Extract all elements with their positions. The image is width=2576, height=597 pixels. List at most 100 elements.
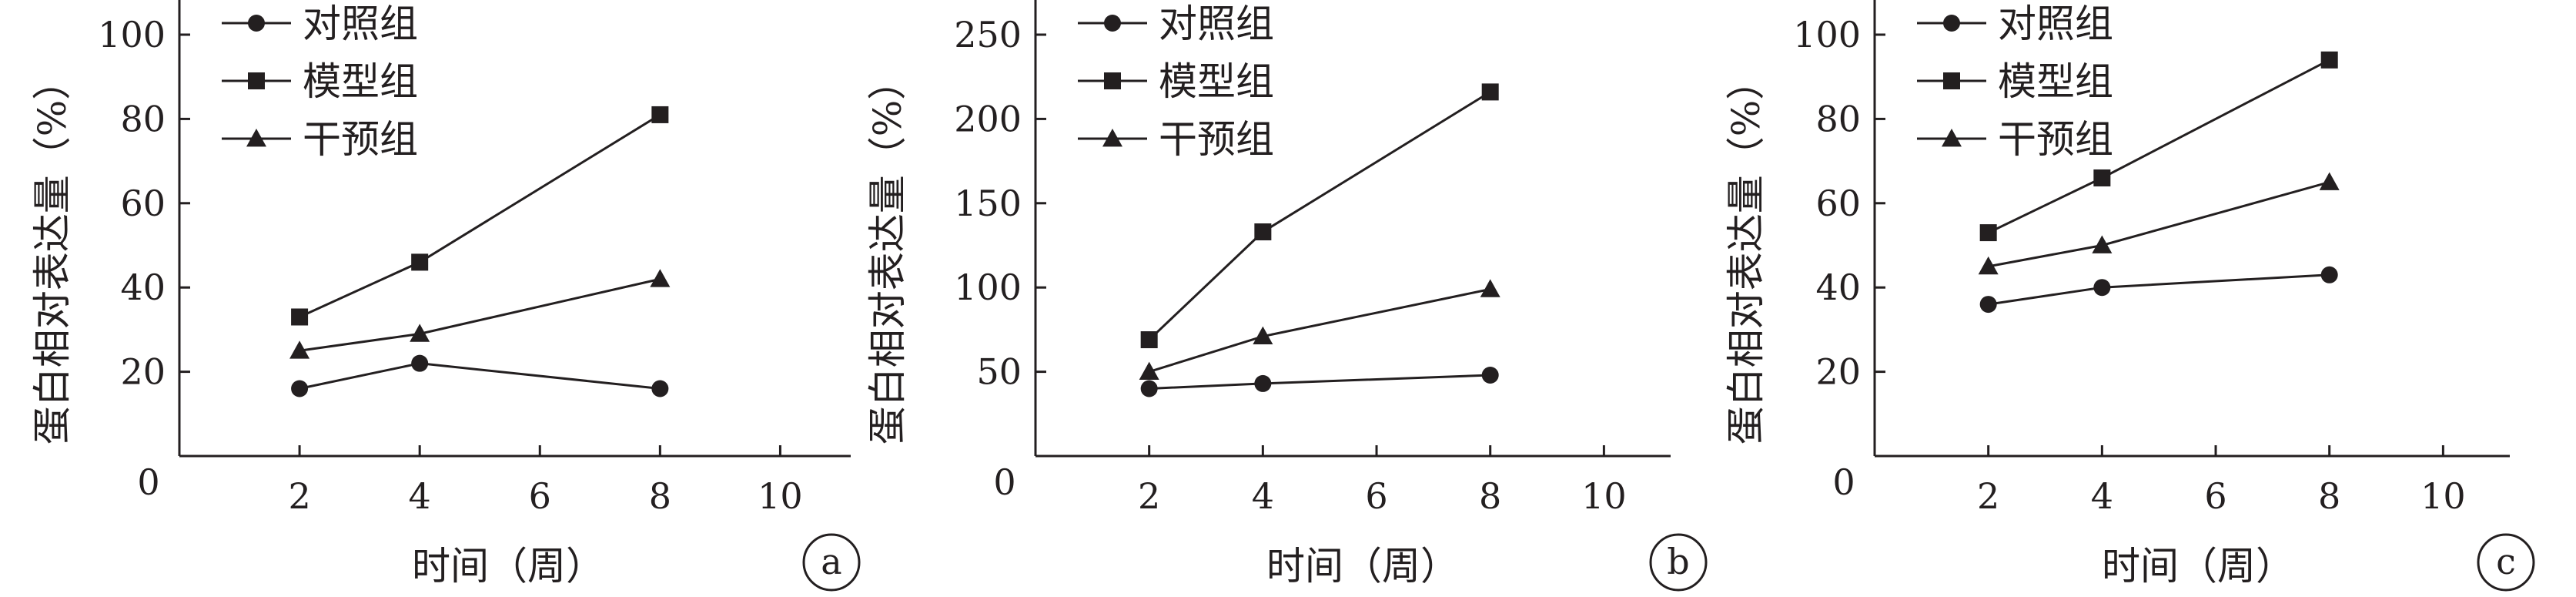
panel-b-data-point [1140,331,1158,349]
panel-c-x-tick-label: 4 [2091,475,2113,517]
panel-c-series-3 [1978,172,2340,275]
panel-b-x-tick-label: 8 [1479,475,1501,517]
panel-b-y-tick-label: 50 [976,351,1022,393]
panel-c-data-point [1979,224,1997,242]
panel-b-legend-marker [1104,15,1121,32]
panel-a-legend-marker [246,129,266,147]
panel-a-legend-marker [248,72,265,89]
panel-a-panel-circle [802,533,861,592]
panel-b-x-tick-label: 10 [1581,475,1627,517]
panel-a-x-axis-label: 时间（周） [412,544,604,589]
panel-a-data-point [289,340,310,359]
panel-a-y-tick-label: 20 [120,351,166,393]
panel-a-x-tick-label: 2 [288,475,310,517]
panel-c-legend-marker [1943,15,1960,32]
panel-a-series-line [299,362,661,390]
panel-c-legend-label: 对照组 [1998,2,2113,46]
panel-a-y-tick-label: 100 [98,14,166,55]
panel-a-legend-label: 模型组 [303,59,418,104]
panel-b-series-line [1149,287,1491,374]
panel-b-y-tick-label: 250 [954,14,1022,55]
panel-b-legend-marker [1102,129,1122,147]
panel-b-y-axis-label: 蛋白相对表达量（%） [865,62,910,445]
panel-c-legend-marker [1943,72,1960,89]
panel-c-legend-label: 干预组 [1998,117,2113,162]
panel-b-legend-item: 模型组 [1078,59,1274,104]
panel-b-data-point [1253,326,1273,345]
panel-a-legend-item: 对照组 [222,2,418,46]
panel-b-legend-label: 模型组 [1159,59,1274,104]
panel-c-series-2 [1979,51,2338,242]
panel-b-data-point [1139,361,1159,380]
panel-a-data-point [411,253,429,271]
panel-b-x-tick-label: 2 [1138,475,1160,517]
panel-a-legend-item: 模型组 [222,59,418,104]
panel-a-x-tick-label: 6 [529,475,551,517]
panel-c-y-tick-label: 60 [1815,183,1861,224]
panel-a-origin-label: 0 [137,461,159,503]
panel-c-series-line [1988,273,2330,306]
panel-c-data-point [1979,296,1997,314]
panel-b-data-point [1481,366,1499,384]
panel-b-series-2 [1140,83,1499,349]
panel-b-legend-marker [1104,72,1121,89]
panel-c-legend-item: 对照组 [1917,2,2113,46]
panel-a-series-line [299,277,661,352]
panel-c-data-point [2093,279,2111,297]
panel-b-panel-letter-text: b [1667,541,1689,582]
panel-a-data-point [291,308,309,326]
panel-c-legend-item: 模型组 [1917,59,2113,104]
panel-c-panel-circle [2477,533,2535,592]
panel-a-series-2 [291,106,669,326]
panel-c-x-tick-label: 2 [1977,475,1999,517]
panel-a-data-point [651,380,669,397]
panel-b-panel-letter: b [1649,533,1708,592]
panel-b-series-line [1149,374,1490,390]
panel-a-legend-item: 干预组 [222,117,418,162]
panel-a-data-point [651,106,669,123]
panel-c-x-axis-label: 时间（周） [2102,544,2294,589]
panel-a-panel-letter-text: a [821,541,841,582]
panel-c-data-point [2092,235,2113,253]
panel-c-y-tick-label: 20 [1815,351,1861,393]
panel-b-legend-item: 对照组 [1078,2,1274,46]
panel-a-data-point [291,380,309,397]
panel-c-data-point [1978,256,1999,275]
panel-a-data-point [411,354,429,372]
panel-a-data-point [650,269,671,287]
panel-a-x-tick-label: 10 [758,475,803,517]
panel-b-series-3 [1139,279,1500,380]
panel-a-y-tick-label: 60 [120,183,166,224]
panel-c-origin-label: 0 [1832,461,1855,503]
panel-c-x-tick-label: 8 [2318,475,2340,517]
panel-b-legend-label: 干预组 [1159,117,1274,162]
panel-c-y-axis-label: 蛋白相对表达量（%） [1724,62,1768,445]
panel-c-series-1 [1979,266,2338,314]
panel-a-legend-label: 对照组 [303,2,418,46]
panel-b-origin-label: 0 [993,461,1015,503]
panel-a-x-tick-label: 8 [649,475,671,517]
panel-b-legend-item: 干预组 [1078,117,1274,162]
panel-b-y-tick-label: 150 [954,183,1022,224]
panel-b-data-point [1481,83,1499,101]
panel-b-y-tick-label: 100 [954,267,1022,308]
panel-b-data-point [1254,374,1272,392]
panel-b-legend-label: 对照组 [1159,2,1274,46]
panel-a-legend-label: 干预组 [303,117,418,162]
panel-b-x-tick-label: 4 [1252,475,1274,517]
panel-c-legend-label: 模型组 [1998,59,2113,104]
panel-a-y-axis-label: 蛋白相对表达量（%） [30,62,75,445]
panel-b-data-point [1480,279,1500,297]
panel-c-data-point [2093,169,2111,186]
panel-c-data-point [2319,172,2340,190]
panel-b-x-tick-label: 6 [1365,475,1387,517]
panel-c-data-point [2320,51,2338,69]
panel-c-series-line [1988,181,2330,268]
panel-b-data-point [1254,223,1272,240]
